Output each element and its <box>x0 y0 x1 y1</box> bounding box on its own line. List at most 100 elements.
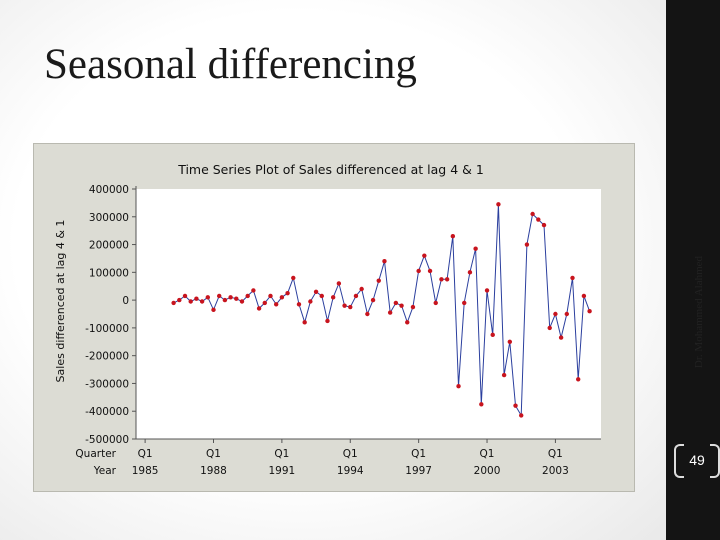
data-point <box>279 295 285 300</box>
data-point <box>216 293 222 299</box>
data-point <box>456 384 461 389</box>
y-tick-label: 100000 <box>89 267 129 279</box>
data-point <box>268 293 273 299</box>
data-point <box>387 310 393 315</box>
data-point <box>547 325 552 331</box>
y-tick-label: -300000 <box>85 378 129 390</box>
data-point <box>519 413 524 418</box>
y-tick-label: 0 <box>122 295 129 307</box>
data-point <box>416 268 421 274</box>
data-point <box>262 300 267 306</box>
data-point <box>496 202 501 207</box>
data-point <box>462 300 467 306</box>
data-point <box>319 293 324 299</box>
x-tick-label: 1988 <box>200 465 227 477</box>
x-tick-label: 1991 <box>269 465 296 477</box>
page-number: 49 <box>674 440 720 480</box>
data-point <box>473 246 478 251</box>
data-point <box>576 377 581 382</box>
data-point <box>433 300 438 306</box>
x-tick-label: 1994 <box>337 465 364 477</box>
data-point <box>256 306 262 311</box>
data-point <box>353 293 359 299</box>
data-point <box>222 297 228 303</box>
data-point <box>234 296 239 301</box>
x-tick-label: 1985 <box>132 465 159 477</box>
data-point <box>536 217 541 222</box>
data-point <box>410 304 416 310</box>
data-point <box>273 302 279 307</box>
slide-title: Seasonal differencing <box>44 41 417 88</box>
y-tick-label: -500000 <box>85 434 129 446</box>
x-axis-row-label: Quarter <box>75 448 116 460</box>
author-credit: Dr. Mohammed Alahmed <box>693 255 705 369</box>
x-tick-label: Q1 <box>411 448 426 460</box>
data-point <box>501 372 507 378</box>
data-point <box>211 307 216 313</box>
data-point <box>558 335 564 340</box>
data-point <box>393 300 399 306</box>
data-point <box>302 320 307 325</box>
data-point <box>205 295 211 300</box>
data-point <box>177 297 182 303</box>
data-point <box>182 293 188 299</box>
data-point <box>422 253 427 258</box>
data-point <box>365 311 370 317</box>
time-series-chart: Time Series Plot of Sales differenced at… <box>54 162 601 477</box>
data-point <box>171 300 176 306</box>
chart-frame: Time Series Plot of Sales differenced at… <box>33 143 635 492</box>
chart-title: Time Series Plot of Sales differenced at… <box>177 162 484 177</box>
data-point <box>336 281 342 286</box>
x-tick-label: 2003 <box>542 465 569 477</box>
data-point <box>348 304 353 310</box>
axes: 400000 300000 200000 100000 0 -100000 -200000 -… <box>75 184 601 477</box>
data-point <box>439 277 444 282</box>
x-tick-label: Q1 <box>480 448 495 460</box>
y-tick-label: -400000 <box>85 406 129 418</box>
y-tick-label: 200000 <box>89 240 129 252</box>
data-point <box>444 277 450 282</box>
data-point <box>427 268 433 274</box>
data-point <box>513 403 518 408</box>
data-point <box>228 295 233 300</box>
data-point <box>570 275 575 281</box>
data-point <box>199 299 205 304</box>
data-point <box>370 297 376 303</box>
data-point <box>376 278 381 283</box>
data-point <box>405 320 410 325</box>
data-point <box>484 288 490 293</box>
x-tick-label: Q1 <box>138 448 153 460</box>
y-tick-label: 400000 <box>89 184 129 196</box>
data-point <box>530 211 535 217</box>
data-point <box>313 289 319 294</box>
x-tick-label: 1997 <box>405 465 432 477</box>
x-axis-row-label: Year <box>93 465 117 477</box>
data-point <box>382 259 387 264</box>
data-point <box>507 339 513 344</box>
data-point <box>467 270 473 275</box>
data-point <box>245 293 250 299</box>
data-point <box>285 290 290 296</box>
data-point <box>325 318 330 324</box>
data-point <box>541 222 547 228</box>
x-tick-label: Q1 <box>343 448 358 460</box>
y-axis-label: Sales differenced at lag 4 & 1 <box>54 220 67 383</box>
x-tick-label: Q1 <box>274 448 289 460</box>
data-point <box>308 299 313 304</box>
data-point <box>587 309 592 314</box>
y-tick-label: -200000 <box>85 351 129 363</box>
x-tick-label: 2000 <box>474 465 501 477</box>
data-point <box>564 311 570 317</box>
data-point <box>188 299 193 304</box>
data-point <box>342 303 347 308</box>
data-point <box>239 299 245 304</box>
data-point <box>359 286 364 292</box>
data-point <box>450 234 456 239</box>
data-point <box>479 402 484 407</box>
data-point <box>524 242 530 247</box>
x-tick-label: Q1 <box>548 448 563 460</box>
data-point <box>330 295 336 300</box>
data-point <box>399 303 404 308</box>
data-point <box>553 311 558 317</box>
data-point <box>296 302 302 307</box>
